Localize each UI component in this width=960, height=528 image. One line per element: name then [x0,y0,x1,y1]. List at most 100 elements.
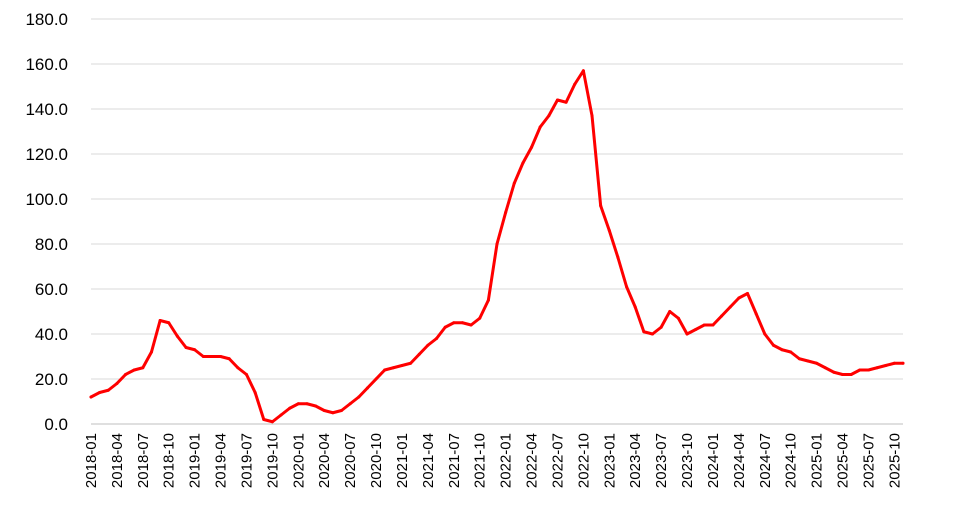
data-point [495,242,499,246]
data-point [625,285,629,289]
data-point [262,418,266,421]
data-point [279,413,283,417]
data-point [746,292,750,295]
data-point [400,364,404,367]
data-point [694,328,698,331]
data-point [486,298,490,302]
x-tick-label: 2020-10 [368,433,385,488]
y-tick-label: 40.0 [35,325,68,344]
data-point [452,321,456,325]
x-tick-label: 2023-07 [653,433,670,488]
x-tick-label: 2020-07 [342,433,359,488]
data-point [175,334,179,338]
data-point [841,373,845,376]
y-tick-label: 20.0 [35,370,68,389]
data-point [737,296,741,300]
data-point [590,114,594,118]
data-point [331,411,335,415]
data-point [789,350,793,354]
data-point [616,256,620,259]
data-point [555,98,559,102]
data-point [763,332,767,336]
data-point [504,211,508,214]
y-tick-label: 180.0 [25,10,68,29]
data-point [391,366,395,370]
x-tick-label: 2019-04 [213,433,230,488]
x-tick-label: 2021-04 [420,433,437,488]
data-point [806,359,810,363]
data-point [158,319,162,322]
data-point [858,368,862,372]
data-point [823,366,827,370]
data-point [685,332,689,336]
x-tick-label: 2022-07 [549,433,566,488]
data-point [417,352,421,356]
x-tick-label: 2025-10 [886,433,903,488]
x-tick-label: 2024-10 [783,433,800,488]
data-point [115,382,119,385]
data-point [89,395,93,399]
data-point [201,355,205,358]
x-tick-label: 2022-01 [498,433,515,488]
data-point [512,181,516,185]
data-point [875,366,879,370]
x-tick-label: 2023-10 [679,433,696,488]
data-point [530,145,534,149]
x-tick-label: 2018-10 [161,433,178,488]
x-tick-label: 2021-10 [472,433,489,488]
data-point [296,402,300,406]
data-point [322,409,326,412]
x-tick-label: 2022-10 [575,433,592,488]
gridlines [91,18,903,425]
data-point [141,366,145,370]
data-point [348,402,352,406]
data-point [771,343,775,347]
data-point [832,370,836,374]
x-tick-label: 2019-07 [238,433,255,488]
x-tick-label: 2023-04 [627,433,644,488]
y-tick-label: 120.0 [25,145,68,164]
data-point [132,368,136,372]
data-point [668,310,672,313]
data-point [244,373,248,376]
data-point [106,388,110,392]
data-point [210,355,214,358]
data-point [780,348,784,352]
y-tick-label: 140.0 [25,100,68,119]
x-tick-label: 2021-07 [446,433,463,488]
data-point [469,323,473,327]
y-axis-tick-labels: 0.0 20.0 40.0 60.0 80.0 100.0 120.0 140.0 160.0 1… [25,10,68,434]
x-tick-label: 2021-01 [394,433,411,488]
y-tick-label: 100.0 [25,190,68,209]
data-point [236,366,240,370]
x-tick-label: 2023-01 [601,433,618,488]
data-point [866,368,870,372]
data-point [253,391,257,394]
data-point [564,100,568,104]
x-tick-label: 2024-01 [705,433,722,488]
data-point [98,391,102,394]
data-point [219,355,223,358]
data-point [797,357,801,361]
x-tick-label: 2024-04 [731,433,748,488]
data-point [599,204,603,208]
y-tick-label: 0.0 [44,415,68,434]
data-point [149,350,153,354]
data-point [754,312,758,316]
x-tick-label: 2018-04 [109,433,126,488]
y-tick-label: 60.0 [35,280,68,299]
x-tick-label: 2025-07 [860,433,877,488]
x-tick-label: 2018-07 [135,433,152,488]
data-point [849,373,853,376]
data-point [711,323,715,327]
x-tick-label: 2024-07 [757,433,774,488]
data-point [581,69,585,73]
data-point [607,229,611,232]
data-point [365,386,369,390]
data-point [167,321,171,325]
data-point [884,364,888,367]
data-point [633,305,637,309]
x-tick-label: 2020-04 [316,433,333,488]
y-tick-label: 160.0 [25,55,68,74]
